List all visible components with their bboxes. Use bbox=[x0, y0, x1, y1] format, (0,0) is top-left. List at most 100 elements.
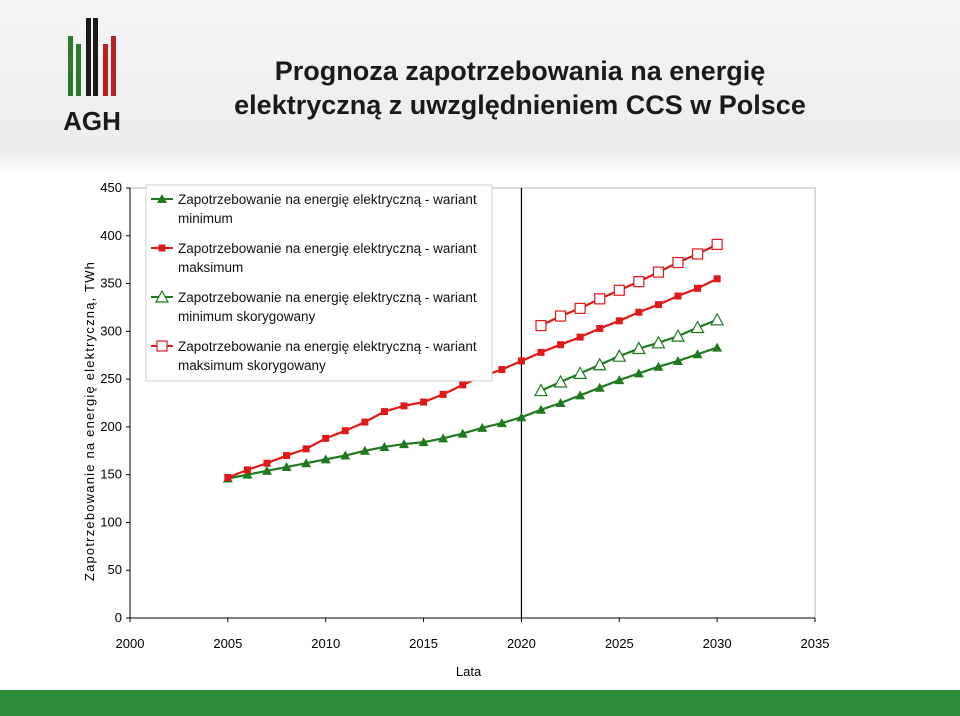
legend-label: Zapotrzebowanie na energię elektryczną -… bbox=[178, 290, 477, 305]
series-1-point bbox=[496, 418, 507, 428]
series-2-point bbox=[674, 292, 682, 300]
series-2-point bbox=[596, 324, 604, 332]
series-1-point bbox=[516, 412, 527, 422]
y-tick-label: 100 bbox=[100, 514, 122, 529]
axes: 0 50 100 150 200 250 300 350 400 450 2000 2005 2010 2… bbox=[100, 180, 829, 651]
legend-swatch-marker bbox=[154, 289, 170, 303]
series-1-point bbox=[614, 375, 625, 385]
series-4-point bbox=[691, 248, 704, 260]
series-1-point bbox=[692, 349, 703, 359]
series-2-point bbox=[302, 445, 310, 453]
series-3-point bbox=[573, 366, 588, 379]
legend-label: minimum bbox=[178, 211, 233, 226]
y-tick-label: 300 bbox=[100, 323, 122, 338]
series-3 bbox=[533, 312, 725, 397]
series-4-point bbox=[672, 256, 684, 269]
title-line-2: elektryczną z uwzględnieniem CCS w Polsc… bbox=[234, 90, 806, 120]
y-tick-label: 200 bbox=[100, 419, 122, 434]
legend-label: maksimum skorygowany bbox=[178, 358, 326, 373]
y-axis-title: Zapotrzebowanie na energię elektryczną, … bbox=[82, 261, 97, 581]
series-3-point bbox=[651, 335, 666, 349]
y-tick-label: 50 bbox=[108, 562, 122, 577]
x-tick-label: 2005 bbox=[213, 636, 242, 651]
series-4-point bbox=[613, 284, 625, 296]
series-1-point bbox=[399, 439, 409, 449]
x-tick-label: 2000 bbox=[116, 636, 145, 651]
series-2-point bbox=[517, 357, 525, 365]
series-2-point bbox=[380, 408, 388, 416]
x-axis-title: Lata bbox=[456, 664, 482, 679]
logo-text: AGH bbox=[63, 106, 121, 136]
legend-label: Zapotrzebowanie na energię elektryczną -… bbox=[178, 192, 477, 207]
y-tick-label: 400 bbox=[100, 228, 122, 243]
series-1-point bbox=[359, 445, 370, 455]
series-4-line bbox=[540, 243, 718, 327]
series-1-point bbox=[320, 454, 331, 464]
series-1-point bbox=[575, 390, 586, 400]
series-1-point bbox=[633, 368, 644, 378]
series-4-point bbox=[633, 276, 645, 288]
series-1-point bbox=[536, 404, 546, 414]
legend-label: maksimum bbox=[178, 260, 243, 275]
series-3-point bbox=[690, 320, 705, 334]
legend-swatch-marker bbox=[158, 244, 166, 252]
series-2-point bbox=[576, 333, 584, 341]
series-2-point bbox=[420, 398, 428, 406]
series-2-point bbox=[537, 348, 545, 356]
series-1-point bbox=[242, 469, 253, 479]
series-4-point bbox=[574, 302, 586, 314]
series-1-point bbox=[379, 441, 390, 451]
series-4-point bbox=[535, 320, 547, 332]
series-3-point bbox=[592, 357, 607, 371]
x-tick-label: 2030 bbox=[703, 636, 732, 651]
legend-label: Zapotrzebowanie na energię elektryczną -… bbox=[178, 241, 477, 256]
series-2-point bbox=[322, 434, 330, 442]
series-4-point bbox=[594, 293, 606, 305]
series-4 bbox=[535, 238, 723, 332]
y-tick-label: 150 bbox=[100, 467, 122, 482]
series-3-point bbox=[670, 328, 686, 342]
series-2-point bbox=[713, 275, 721, 283]
series-1-point bbox=[262, 465, 272, 475]
series-2-point bbox=[243, 466, 251, 474]
legend: Zapotrzebowanie na energię elektryczną -… bbox=[145, 184, 493, 382]
x-tick-label: 2020 bbox=[507, 636, 536, 651]
series-1-point bbox=[438, 433, 449, 443]
line-chart: 0 50 100 150 200 250 300 350 400 450 2000 2005 2010 2… bbox=[82, 180, 829, 679]
series-1-point bbox=[477, 422, 488, 432]
page-title: Prognoza zapotrzebowania na energię elek… bbox=[150, 54, 890, 122]
series-2-point bbox=[654, 301, 662, 309]
series-2-point bbox=[341, 427, 349, 435]
series-1-point bbox=[301, 458, 312, 468]
x-tick-label: 2010 bbox=[311, 636, 340, 651]
series-2-point bbox=[635, 308, 643, 316]
title-line-1: Prognoza zapotrzebowania na energię bbox=[274, 56, 766, 86]
series-2-point bbox=[694, 284, 702, 292]
legend-label: minimum skorygowany bbox=[178, 309, 316, 324]
series-2-point bbox=[283, 452, 291, 460]
series-2-point bbox=[615, 317, 623, 325]
series-1-point bbox=[653, 361, 664, 371]
x-tick-label: 2015 bbox=[409, 636, 438, 651]
series-2-point bbox=[498, 366, 506, 374]
series-3-point bbox=[553, 374, 568, 388]
series-3-point bbox=[612, 348, 627, 362]
y-tick-label: 350 bbox=[100, 276, 122, 291]
series-1-point bbox=[418, 437, 429, 447]
series-2-point bbox=[263, 459, 271, 467]
series-2 bbox=[224, 275, 721, 482]
series-4-point bbox=[711, 238, 723, 250]
series-3-point bbox=[631, 341, 646, 355]
y-tick-label: 450 bbox=[100, 180, 122, 195]
series-2-point bbox=[439, 390, 447, 398]
y-tick-label: 0 bbox=[115, 610, 122, 625]
series-1 bbox=[222, 342, 723, 483]
series-1-point bbox=[457, 428, 468, 438]
series-1-point bbox=[281, 462, 292, 472]
y-tick-label: 250 bbox=[100, 371, 122, 386]
series-2-point bbox=[557, 341, 565, 349]
agh-logo: AGH bbox=[63, 18, 121, 136]
series-1-point bbox=[594, 382, 605, 392]
footer-bar bbox=[0, 690, 960, 716]
series-1-point bbox=[555, 398, 566, 407]
